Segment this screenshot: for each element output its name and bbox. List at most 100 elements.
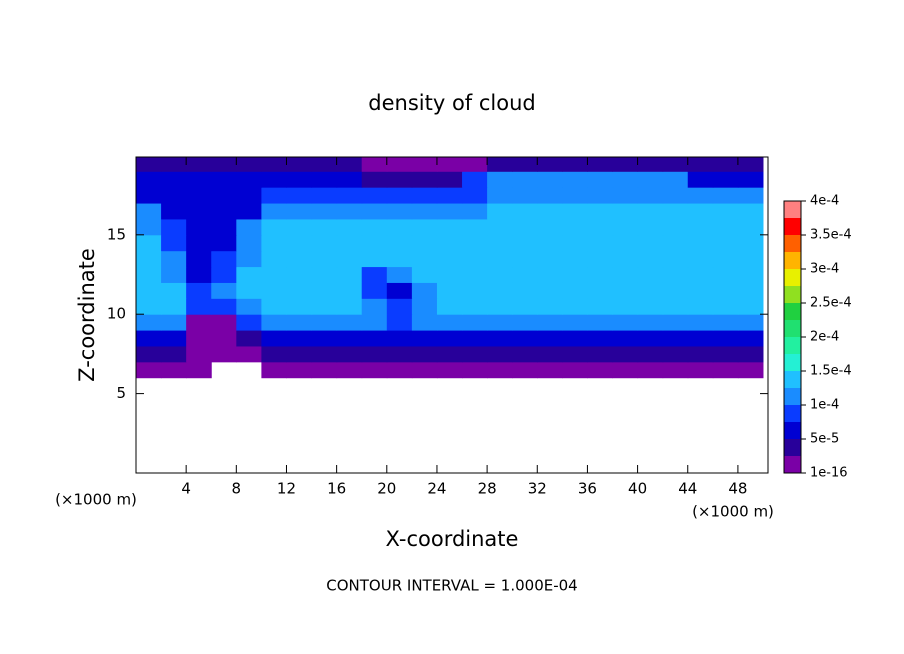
field-cell xyxy=(286,266,313,283)
field-cell xyxy=(562,203,588,220)
field-cell xyxy=(612,361,639,379)
field-cell xyxy=(136,266,162,283)
field-cell xyxy=(161,282,187,299)
field-cell xyxy=(637,345,664,363)
field-cell xyxy=(336,218,363,236)
field-cell xyxy=(336,171,363,188)
field-cell xyxy=(587,234,614,252)
field-cell xyxy=(211,330,237,347)
field-cell xyxy=(336,345,363,363)
y-axis-label: Z-coordinate xyxy=(75,248,99,382)
field-cell xyxy=(286,157,313,172)
field-cell xyxy=(361,361,388,379)
field-cell xyxy=(612,266,639,283)
field-cell xyxy=(311,187,338,204)
field-cell xyxy=(737,345,764,363)
field-cell xyxy=(687,187,714,204)
field-cell xyxy=(336,187,363,204)
field-cell xyxy=(662,203,689,220)
field-cell xyxy=(286,330,313,347)
field-cell xyxy=(662,314,689,331)
field-cell xyxy=(662,361,689,379)
field-cell xyxy=(487,345,513,363)
field-cell xyxy=(311,330,338,347)
field-cell xyxy=(687,298,714,315)
field-cell xyxy=(361,330,388,347)
field-cell xyxy=(562,298,588,315)
field-cell xyxy=(637,187,664,204)
y-unit: (×1000 m) xyxy=(55,491,137,509)
field-cell xyxy=(436,250,463,268)
field-cell xyxy=(211,266,237,283)
x-tick-label: 40 xyxy=(628,480,647,498)
field-cell xyxy=(587,298,614,315)
colorbar-band xyxy=(784,405,801,422)
field-cell xyxy=(737,218,764,236)
colorbar-band xyxy=(784,422,801,439)
field-cell xyxy=(411,234,438,252)
field-cell xyxy=(186,361,212,379)
field-cell xyxy=(462,298,488,315)
field-cell xyxy=(311,157,338,172)
field-cell xyxy=(737,314,764,331)
field-cell xyxy=(161,171,187,188)
field-cell xyxy=(261,218,287,236)
field-cell xyxy=(462,361,488,379)
field-cell xyxy=(286,250,313,268)
field-cell xyxy=(436,330,463,347)
field-cell xyxy=(136,250,162,268)
field-cell xyxy=(537,361,563,379)
field-cell xyxy=(462,345,488,363)
field-cell xyxy=(261,171,287,188)
field-cell xyxy=(562,157,588,172)
footnote: CONTOUR INTERVAL = 1.000E-04 xyxy=(326,577,577,595)
field-cell xyxy=(236,250,262,268)
field-cell xyxy=(562,250,588,268)
field-cell xyxy=(186,218,212,236)
field-cell xyxy=(261,234,287,252)
field-cell xyxy=(286,234,313,252)
field-cell xyxy=(612,187,639,204)
field-cell xyxy=(236,234,262,252)
field-cell xyxy=(261,266,287,283)
field-cell xyxy=(687,361,714,379)
x-tick-label: 20 xyxy=(377,480,396,498)
field-cell xyxy=(712,203,739,220)
field-cell xyxy=(462,187,488,204)
field-cell xyxy=(687,203,714,220)
field-cell xyxy=(637,266,664,283)
field-cell xyxy=(161,218,187,236)
field-cell xyxy=(386,234,413,252)
field-cell xyxy=(336,203,363,220)
plot-frame xyxy=(135,156,769,474)
field-cell xyxy=(462,171,488,188)
field-cell xyxy=(587,330,614,347)
field-cell xyxy=(386,314,413,331)
field-cell xyxy=(186,314,212,331)
field-cell xyxy=(361,282,388,299)
field-cell xyxy=(712,282,739,299)
field-cell xyxy=(436,314,463,331)
field-cell xyxy=(436,187,463,204)
field-cell xyxy=(587,203,614,220)
field-cell xyxy=(537,282,563,299)
colorbar-band xyxy=(784,337,801,354)
field-cell xyxy=(161,330,187,347)
field-cell xyxy=(161,157,187,172)
field-cell xyxy=(411,330,438,347)
field-cell xyxy=(211,157,237,172)
field-cell xyxy=(136,282,162,299)
field-cell xyxy=(462,234,488,252)
field-cell xyxy=(587,345,614,363)
field-cell xyxy=(562,314,588,331)
field-cell xyxy=(436,361,463,379)
field-cell xyxy=(261,298,287,315)
field-cell xyxy=(386,361,413,379)
field-cell xyxy=(512,250,538,268)
field-cell xyxy=(411,314,438,331)
field-cell xyxy=(637,282,664,299)
field-cell xyxy=(136,203,162,220)
y-tick-label: 5 xyxy=(116,384,126,402)
field-cell xyxy=(236,157,262,172)
